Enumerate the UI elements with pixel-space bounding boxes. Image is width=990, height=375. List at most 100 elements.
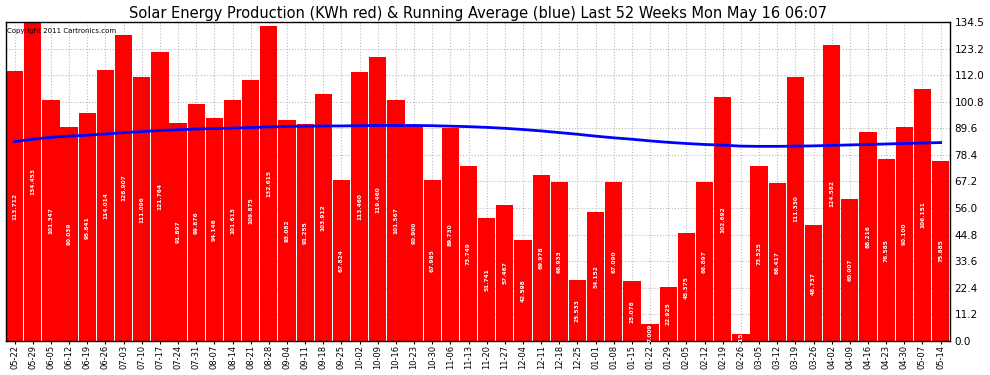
Bar: [333, 180, 350, 341]
Bar: [460, 166, 477, 341]
Text: 113.712: 113.712: [12, 192, 17, 219]
Bar: [787, 77, 804, 341]
Text: 95.841: 95.841: [85, 216, 90, 238]
Bar: [515, 240, 532, 341]
Bar: [914, 89, 932, 341]
Text: 106.151: 106.151: [920, 202, 925, 228]
Text: 54.152: 54.152: [593, 265, 598, 288]
Text: 66.933: 66.933: [556, 250, 562, 273]
Text: 69.978: 69.978: [539, 247, 544, 269]
Bar: [387, 100, 405, 341]
Bar: [842, 199, 858, 341]
Bar: [369, 57, 386, 341]
Text: 67.824: 67.824: [339, 249, 344, 272]
Text: 25.533: 25.533: [575, 299, 580, 322]
Bar: [224, 100, 242, 341]
Text: 76.585: 76.585: [884, 238, 889, 261]
Text: 90.100: 90.100: [902, 223, 907, 245]
Bar: [60, 127, 78, 341]
Text: 111.330: 111.330: [793, 195, 798, 222]
Text: 67.090: 67.090: [611, 250, 617, 273]
Text: 89.730: 89.730: [447, 223, 452, 246]
Text: 114.014: 114.014: [103, 192, 108, 219]
Bar: [97, 70, 114, 341]
Bar: [696, 182, 713, 341]
Bar: [587, 213, 604, 341]
Text: 60.007: 60.007: [847, 258, 852, 281]
Text: 113.460: 113.460: [357, 193, 362, 220]
Text: 128.907: 128.907: [121, 175, 126, 201]
Bar: [678, 233, 695, 341]
Bar: [169, 123, 187, 341]
Text: 73.749: 73.749: [466, 242, 471, 265]
Bar: [260, 26, 277, 341]
Bar: [242, 80, 259, 341]
Text: 75.885: 75.885: [939, 240, 943, 262]
Bar: [605, 182, 623, 341]
Text: 48.737: 48.737: [811, 272, 816, 295]
Text: 99.876: 99.876: [194, 211, 199, 234]
Text: 42.598: 42.598: [521, 279, 526, 302]
Bar: [478, 218, 495, 341]
Bar: [768, 183, 786, 341]
Text: 132.615: 132.615: [266, 170, 271, 197]
Text: 111.096: 111.096: [140, 196, 145, 222]
Title: Solar Energy Production (KWh red) & Running Average (blue) Last 52 Weeks Mon May: Solar Energy Production (KWh red) & Runn…: [129, 6, 827, 21]
Bar: [278, 120, 296, 341]
Bar: [151, 52, 168, 341]
Text: 25.078: 25.078: [630, 300, 635, 322]
Text: 91.897: 91.897: [175, 220, 180, 243]
Text: 101.347: 101.347: [49, 207, 53, 234]
Bar: [733, 333, 749, 341]
Bar: [315, 94, 332, 341]
Bar: [877, 159, 895, 341]
Text: 109.875: 109.875: [248, 197, 253, 224]
Bar: [424, 180, 441, 341]
Bar: [24, 22, 42, 341]
Bar: [805, 225, 822, 341]
Bar: [569, 280, 586, 341]
Text: 66.897: 66.897: [702, 250, 707, 273]
Bar: [642, 324, 658, 341]
Text: 57.467: 57.467: [502, 261, 507, 284]
Text: 94.146: 94.146: [212, 218, 217, 241]
Text: 93.082: 93.082: [284, 219, 289, 242]
Bar: [533, 175, 549, 341]
Text: 73.525: 73.525: [756, 242, 761, 265]
Bar: [714, 97, 732, 341]
Bar: [206, 117, 223, 341]
Text: Copyright 2011 Cartronics.com: Copyright 2011 Cartronics.com: [8, 28, 117, 34]
Text: 91.255: 91.255: [303, 221, 308, 244]
Text: 45.375: 45.375: [684, 276, 689, 298]
Text: 102.692: 102.692: [721, 206, 726, 232]
Bar: [115, 35, 133, 341]
Bar: [823, 45, 841, 341]
Text: 121.764: 121.764: [157, 183, 162, 210]
Bar: [442, 128, 459, 341]
Bar: [187, 104, 205, 341]
Bar: [6, 71, 23, 341]
Text: 134.453: 134.453: [31, 168, 36, 195]
Bar: [78, 114, 96, 341]
Text: 90.039: 90.039: [66, 223, 71, 245]
Text: 103.912: 103.912: [321, 204, 326, 231]
Bar: [43, 100, 59, 341]
Bar: [550, 182, 568, 341]
Bar: [624, 282, 641, 341]
Bar: [496, 205, 514, 341]
Bar: [297, 124, 314, 341]
Bar: [896, 127, 913, 341]
Text: 3.152: 3.152: [739, 328, 743, 346]
Text: 119.460: 119.460: [375, 186, 380, 213]
Text: 101.567: 101.567: [393, 207, 398, 234]
Bar: [859, 132, 876, 341]
Bar: [659, 286, 677, 341]
Text: 7.009: 7.009: [647, 324, 652, 342]
Text: 51.741: 51.741: [484, 268, 489, 291]
Text: 88.216: 88.216: [865, 225, 870, 248]
Text: 66.417: 66.417: [775, 251, 780, 274]
Bar: [932, 161, 949, 341]
Text: 124.582: 124.582: [830, 180, 835, 207]
Bar: [351, 72, 368, 341]
Bar: [406, 125, 423, 341]
